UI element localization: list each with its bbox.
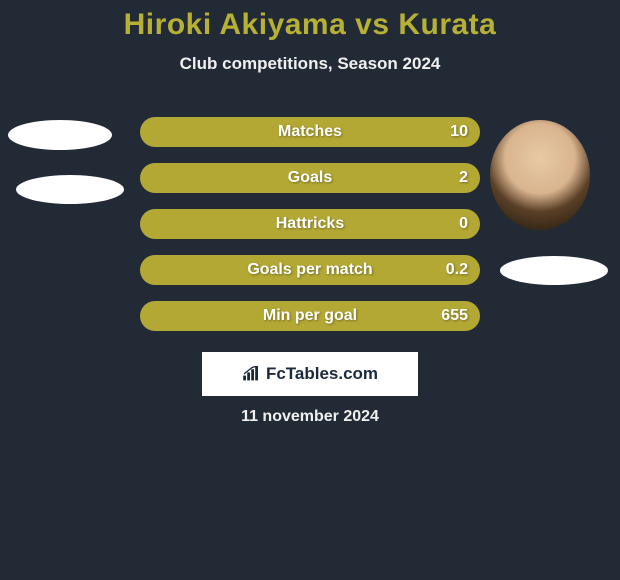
stat-value-right: 0 (459, 209, 468, 239)
stat-row: Goals 2 (0, 156, 620, 202)
stat-label: Matches (140, 117, 480, 147)
stat-label: Goals per match (140, 255, 480, 285)
brand-label: FcTables.com (266, 364, 378, 384)
stat-row: Min per goal 655 (0, 294, 620, 340)
stat-row: Matches 10 (0, 110, 620, 156)
stat-label: Hattricks (140, 209, 480, 239)
stat-row: Goals per match 0.2 (0, 248, 620, 294)
stat-value-right: 0.2 (446, 255, 468, 285)
stat-label: Goals (140, 163, 480, 193)
date-label: 11 november 2024 (0, 408, 620, 426)
stat-label: Min per goal (140, 301, 480, 331)
stat-value-right: 2 (459, 163, 468, 193)
brand-box: FcTables.com (202, 352, 418, 396)
comparison-card: Hiroki Akiyama vs Kurata Club competitio… (0, 0, 620, 580)
stat-value-right: 655 (441, 301, 468, 331)
subtitle: Club competitions, Season 2024 (0, 54, 620, 74)
stat-row: Hattricks 0 (0, 202, 620, 248)
stats-rows: Matches 10 Goals 2 Hattricks 0 Goals per… (0, 110, 620, 340)
chart-icon (242, 366, 262, 382)
page-title: Hiroki Akiyama vs Kurata (0, 0, 620, 42)
stat-value-right: 10 (450, 117, 468, 147)
